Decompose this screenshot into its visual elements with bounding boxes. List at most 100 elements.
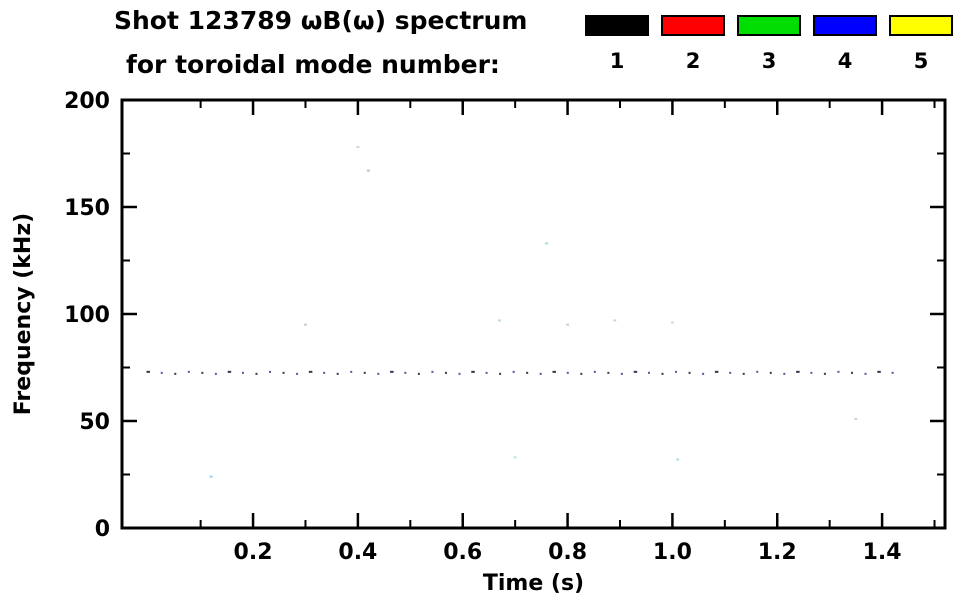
band-dot bbox=[823, 372, 826, 375]
legend-swatch-mode-2 bbox=[661, 15, 725, 36]
band-dot bbox=[593, 370, 596, 373]
legend-mode-3: 3 bbox=[737, 15, 801, 73]
band-dot bbox=[661, 372, 664, 375]
spectrum-point bbox=[545, 242, 549, 245]
spectrum-point bbox=[303, 323, 307, 326]
band-dot bbox=[308, 370, 313, 373]
legend-mode-2: 2 bbox=[661, 15, 725, 73]
band-dot bbox=[580, 372, 583, 375]
spectrum-point bbox=[854, 417, 858, 420]
band-dot bbox=[417, 372, 420, 375]
band-dot bbox=[255, 372, 258, 375]
band-dot bbox=[864, 372, 867, 375]
spectrum-point bbox=[366, 169, 370, 172]
x-tick-label: 0.2 bbox=[234, 540, 273, 565]
band-dot bbox=[485, 371, 488, 374]
legend-mode-number-label: 5 bbox=[913, 49, 929, 73]
spectrum-point bbox=[209, 475, 213, 478]
band-dot bbox=[702, 372, 705, 375]
band-dot bbox=[850, 371, 853, 374]
legend-mode-number-label: 4 bbox=[837, 49, 853, 73]
band-dot bbox=[566, 371, 569, 374]
spectrum-point bbox=[676, 458, 680, 461]
band-dot bbox=[620, 372, 623, 375]
band-dot bbox=[241, 371, 244, 374]
band-dot bbox=[783, 372, 786, 375]
plot-border bbox=[120, 98, 947, 530]
spectrum-point bbox=[497, 319, 501, 322]
band-dot bbox=[647, 371, 650, 374]
band-dot bbox=[526, 371, 529, 374]
band-dot bbox=[810, 371, 813, 374]
band-dot bbox=[552, 370, 556, 373]
band-dot bbox=[512, 370, 515, 373]
band-dot bbox=[714, 370, 719, 373]
band-dot bbox=[404, 371, 407, 374]
legend-swatch-mode-1 bbox=[585, 15, 649, 36]
band-dot bbox=[214, 372, 217, 375]
band-dot bbox=[877, 370, 881, 373]
legend-swatch-mode-4 bbox=[813, 15, 877, 36]
band-dot bbox=[607, 371, 610, 374]
x-tick-label: 0.4 bbox=[338, 540, 377, 565]
band-dot bbox=[471, 370, 475, 373]
x-tick-label: 1.4 bbox=[863, 540, 902, 565]
spectrum-point bbox=[513, 456, 517, 459]
band-dot bbox=[296, 372, 299, 375]
band-dot bbox=[282, 371, 285, 374]
y-tick-label: 200 bbox=[64, 89, 110, 114]
band-dot bbox=[227, 370, 232, 373]
band-dot bbox=[390, 370, 394, 373]
band-dot bbox=[837, 370, 840, 373]
legend-mode-number-label: 3 bbox=[761, 49, 777, 73]
y-tick-label: 150 bbox=[64, 196, 110, 221]
band-dot bbox=[458, 372, 461, 375]
band-dot bbox=[796, 370, 800, 373]
x-tick-label: 1.2 bbox=[758, 540, 797, 565]
x-tick-label: 1.0 bbox=[653, 540, 692, 565]
legend-mode-5: 5 bbox=[889, 15, 953, 73]
band-dot bbox=[201, 371, 204, 374]
band-dot bbox=[742, 372, 745, 375]
spectrum-point bbox=[670, 321, 674, 324]
chart-title: Shot 123789 ωB(ω) spectrum bbox=[114, 6, 528, 35]
band-dot bbox=[146, 370, 150, 373]
legend-swatch-mode-5 bbox=[889, 15, 953, 36]
band-dot bbox=[187, 370, 190, 373]
band-dot bbox=[363, 371, 366, 374]
y-tick-label: 50 bbox=[79, 410, 110, 435]
band-dot bbox=[891, 371, 894, 374]
spectrum-point bbox=[613, 319, 617, 322]
x-tick-label: 0.6 bbox=[443, 540, 482, 565]
legend-swatch-mode-3 bbox=[737, 15, 801, 36]
x-axis-title: Time (s) bbox=[483, 571, 584, 596]
band-dot bbox=[444, 371, 447, 374]
band-dot bbox=[336, 372, 339, 375]
legend-mode-number-label: 2 bbox=[685, 49, 701, 73]
y-axis-title: Frequency (kHz) bbox=[11, 213, 36, 415]
legend-mode-number-label: 1 bbox=[609, 49, 625, 73]
chart-subtitle: for toroidal mode number: bbox=[126, 50, 500, 79]
band-dot bbox=[174, 372, 177, 375]
band-dot bbox=[350, 370, 353, 373]
band-dot bbox=[675, 370, 678, 373]
spectrum-point bbox=[356, 146, 360, 149]
band-dot bbox=[431, 370, 434, 373]
band-dot bbox=[323, 371, 326, 374]
spectrum-point bbox=[566, 323, 570, 326]
x-tick-label: 0.8 bbox=[548, 540, 587, 565]
mode-number-legend: 1 2 3 4 5 bbox=[585, 15, 953, 73]
legend-mode-1: 1 bbox=[585, 15, 649, 73]
band-dot bbox=[160, 371, 163, 374]
band-dot bbox=[377, 372, 380, 375]
band-dot bbox=[499, 372, 502, 375]
band-dot bbox=[539, 372, 542, 375]
y-tick-label: 100 bbox=[64, 303, 110, 328]
band-dot bbox=[269, 370, 272, 373]
band-dot bbox=[633, 370, 638, 373]
y-tick-label: 0 bbox=[95, 517, 110, 542]
band-dot bbox=[769, 371, 772, 374]
band-dot bbox=[688, 371, 691, 374]
